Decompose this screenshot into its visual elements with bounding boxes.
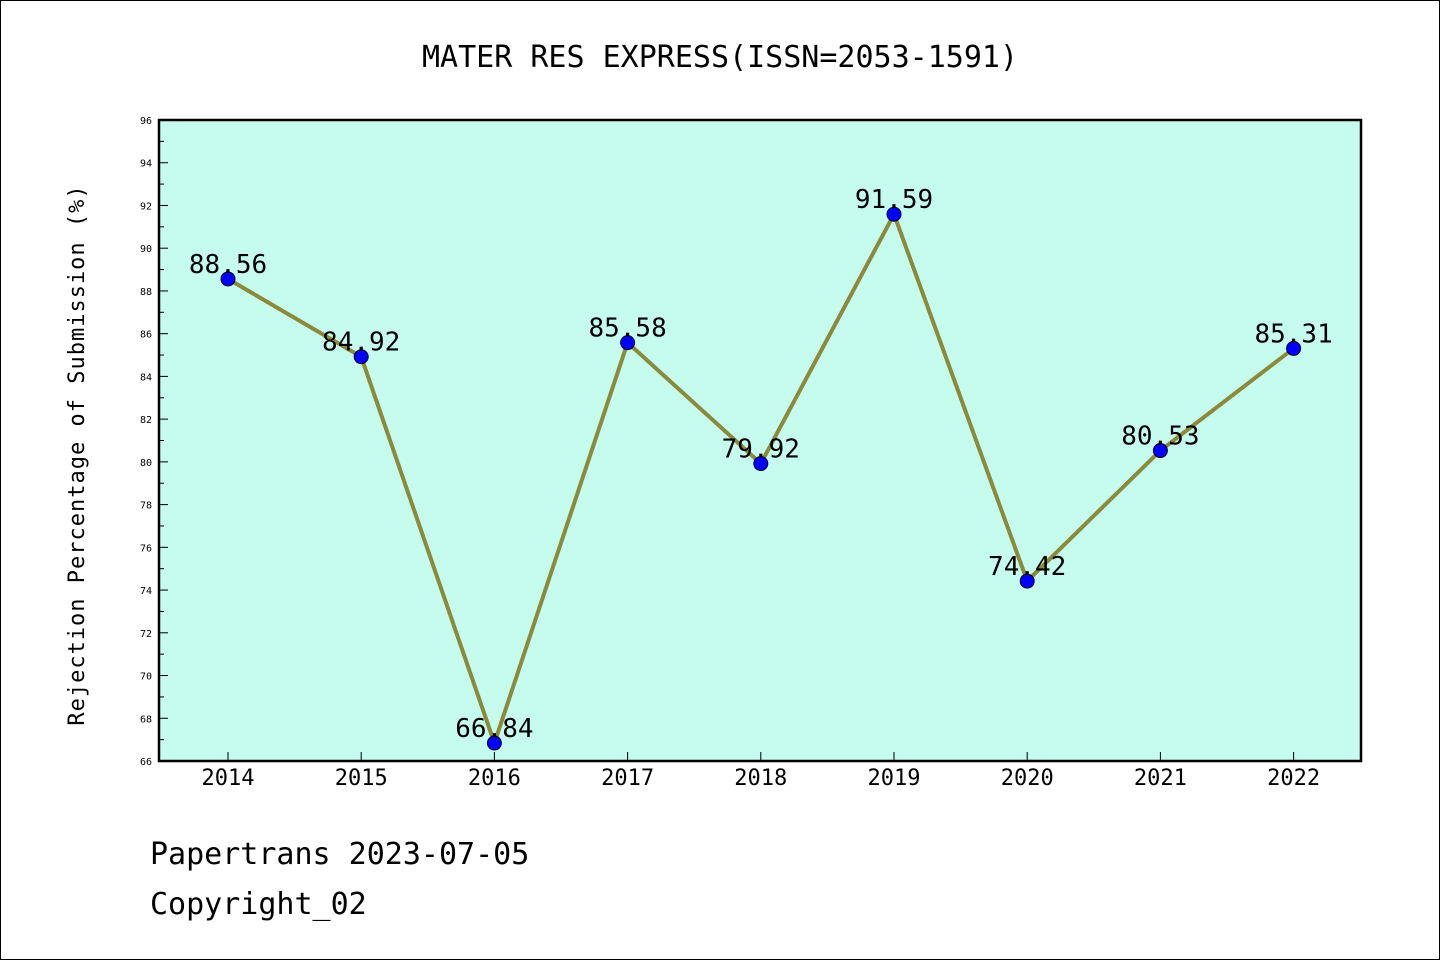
- data-label: 66.84: [455, 714, 533, 744]
- y-tick-label: 68: [140, 714, 152, 725]
- data-label: 84.92: [322, 328, 400, 358]
- y-tick-label: 80: [140, 458, 152, 469]
- x-tick-label: 2019: [868, 766, 921, 791]
- data-point: [753, 456, 769, 472]
- y-tick-label: 70: [140, 672, 152, 683]
- data-point: [1019, 573, 1035, 589]
- data-label: 85.31: [1254, 319, 1332, 349]
- data-point: [886, 206, 902, 222]
- y-tick-label: 96: [140, 116, 152, 127]
- y-tick-label: 78: [140, 501, 152, 512]
- y-tick-label: 84: [140, 372, 152, 383]
- data-point: [353, 349, 369, 365]
- data-point: [1286, 340, 1302, 356]
- x-tick-label: 2022: [1267, 766, 1320, 791]
- data-label: 80.53: [1121, 422, 1199, 452]
- y-axis-label: Rejection Percentage of Submission (%): [65, 184, 90, 725]
- data-label: 88.56: [189, 250, 267, 280]
- y-tick-label: 74: [140, 586, 152, 597]
- data-label: 79.92: [722, 435, 800, 465]
- y-tick-label: 82: [140, 415, 152, 426]
- x-tick-label: 2020: [1001, 766, 1054, 791]
- data-label: 74.42: [988, 552, 1066, 582]
- x-tick-label: 2017: [601, 766, 654, 791]
- data-labels: 88.56 84.92 66.84 85.58 79.92 91.59 74.42 80.53…: [189, 185, 1333, 744]
- x-tick-label: 2021: [1134, 766, 1187, 791]
- y-tick-label: 76: [140, 543, 152, 554]
- data-point: [220, 271, 236, 287]
- chart-title: MATER RES EXPRESS(ISSN=2053-1591): [422, 40, 1018, 75]
- y-axis: 66 68 70 72 74 76 78 80 82 84 86 88 90 92 94 96: [140, 116, 168, 768]
- x-tick-label: 2015: [335, 766, 388, 791]
- footer-date: Papertrans 2023-07-05: [150, 837, 529, 872]
- data-point: [486, 735, 502, 751]
- data-label: 85.58: [588, 314, 666, 344]
- y-tick-label: 88: [140, 287, 152, 298]
- y-tick-label: 66: [140, 757, 152, 768]
- y-tick-label: 94: [140, 159, 152, 170]
- data-label: 91.59: [855, 185, 933, 215]
- data-point: [620, 335, 636, 351]
- data-point: [1152, 443, 1168, 459]
- x-tick-label: 2016: [468, 766, 521, 791]
- x-tick-label: 2014: [202, 766, 255, 791]
- footer-copyright: Copyright_02: [150, 887, 367, 922]
- y-tick-label: 72: [140, 629, 152, 640]
- y-tick-label: 92: [140, 201, 152, 212]
- x-tick-label: 2018: [734, 766, 787, 791]
- series-group: [220, 206, 1302, 751]
- y-tick-label: 90: [140, 244, 152, 255]
- y-tick-label: 86: [140, 330, 152, 341]
- plot-area: [157, 118, 1363, 763]
- x-axis: 2014 2015 2016 2017 2018 2019 2020 2021 2022: [202, 752, 1320, 791]
